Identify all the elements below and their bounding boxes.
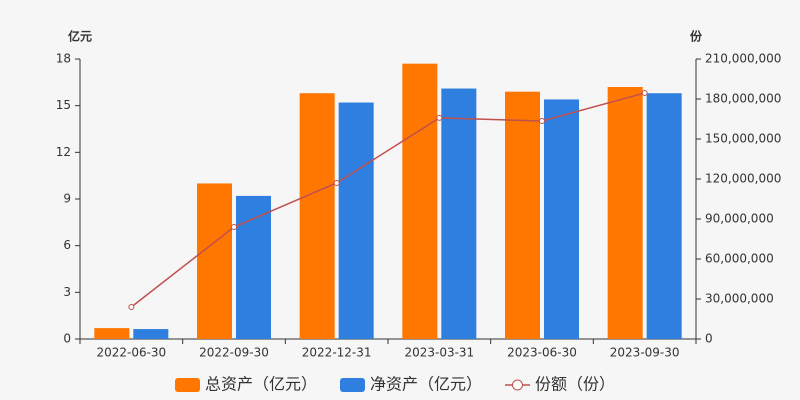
line-point — [333, 180, 340, 186]
x-tick-label: 2023-09-30 — [610, 346, 680, 360]
y-tick-label: 3 — [63, 285, 71, 299]
x-tick-label: 2022-12-31 — [302, 346, 372, 360]
legend-label: 净资产（亿元） — [370, 375, 482, 394]
legend-label: 份额（份） — [535, 375, 615, 394]
y2-tick-label: 90,000,000 — [705, 212, 774, 226]
bar — [133, 329, 169, 339]
y-tick-label: 0 — [63, 332, 71, 346]
y-tick-label: 9 — [63, 192, 71, 206]
bar — [338, 102, 374, 339]
y-tick-label: 15 — [56, 98, 71, 112]
y2-tick-label: 0 — [705, 332, 713, 346]
x-tick-label: 2022-09-30 — [199, 346, 269, 360]
y-tick-label: 6 — [63, 238, 71, 252]
line-point — [641, 90, 648, 96]
bar — [607, 87, 643, 339]
y-axis-title: 亿元 — [68, 29, 92, 44]
y-tick-label: 12 — [56, 145, 71, 159]
legend-label: 总资产（亿元） — [205, 375, 317, 394]
x-tick-label: 2022-06-30 — [96, 346, 166, 360]
y2-axis-title: 份 — [690, 29, 703, 44]
y2-tick-label: 150,000,000 — [705, 132, 781, 146]
y2-tick-label: 120,000,000 — [705, 172, 781, 186]
line-point — [128, 304, 135, 310]
legend-swatch — [175, 378, 200, 392]
y2-tick-label: 60,000,000 — [705, 252, 774, 266]
bar — [441, 88, 477, 339]
line-point — [231, 224, 237, 230]
bar — [299, 93, 335, 339]
y2-tick-label: 180,000,000 — [705, 92, 781, 106]
legend-swatch — [340, 378, 365, 392]
x-tick-label: 2023-03-31 — [404, 346, 474, 360]
bar — [544, 99, 579, 339]
line-point — [539, 118, 545, 124]
line — [130, 92, 645, 308]
bar — [646, 93, 682, 339]
y2-tick-label: 30,000,000 — [705, 292, 774, 306]
y2-tick-label: 210,000,000 — [705, 52, 781, 66]
bar — [197, 183, 232, 339]
x-tick-label: 2023-06-30 — [507, 346, 577, 360]
legend-marker — [512, 379, 523, 391]
bar — [236, 195, 271, 339]
y-tick-label: 18 — [56, 52, 71, 66]
line-point — [436, 114, 443, 121]
bar — [402, 63, 438, 340]
bar — [505, 91, 540, 340]
bar — [94, 328, 130, 339]
